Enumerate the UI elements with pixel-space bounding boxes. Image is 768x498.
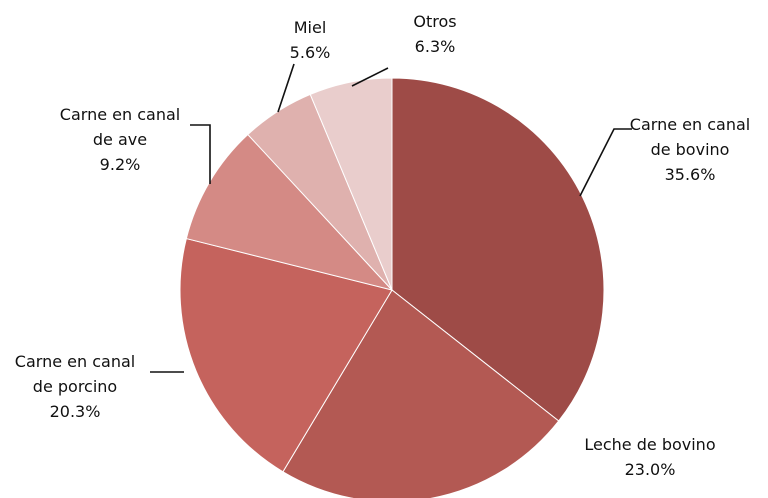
category-name: Carne en canal de porcino — [14, 352, 136, 396]
slice-label: Leche de bovino 23.0% — [575, 432, 725, 482]
leader-line — [351, 67, 389, 87]
value-label: 20.3% — [49, 402, 101, 421]
leader-line — [190, 124, 211, 184]
slice-label: Otros 6.3% — [395, 9, 475, 59]
slice-label: Carne en canal de ave 9.2% — [55, 102, 185, 177]
value-label: 9.2% — [99, 155, 141, 174]
leader-line — [579, 128, 632, 197]
value-label: 35.6% — [664, 165, 716, 184]
value-label: 6.3% — [414, 37, 456, 56]
pie-slice — [309, 77, 393, 291]
value-label: 23.0% — [624, 460, 676, 479]
slice-label: Carne en canal de porcino 20.3% — [10, 349, 140, 424]
category-name: Leche de bovino — [584, 435, 716, 454]
pie-slice — [391, 77, 605, 422]
slice-label: Carne en canal de bovino 35.6% — [625, 112, 755, 187]
value-label: 5.6% — [289, 43, 331, 62]
leader-line — [277, 63, 295, 113]
category-name: Otros — [413, 12, 457, 31]
category-name: Carne en canal de ave — [59, 105, 181, 149]
pie-slice — [179, 237, 393, 473]
pie-slice — [282, 289, 560, 498]
slice-label: Miel 5.6% — [270, 15, 350, 65]
category-name: Miel — [293, 18, 327, 37]
category-name: Carne en canal de bovino — [629, 115, 751, 159]
